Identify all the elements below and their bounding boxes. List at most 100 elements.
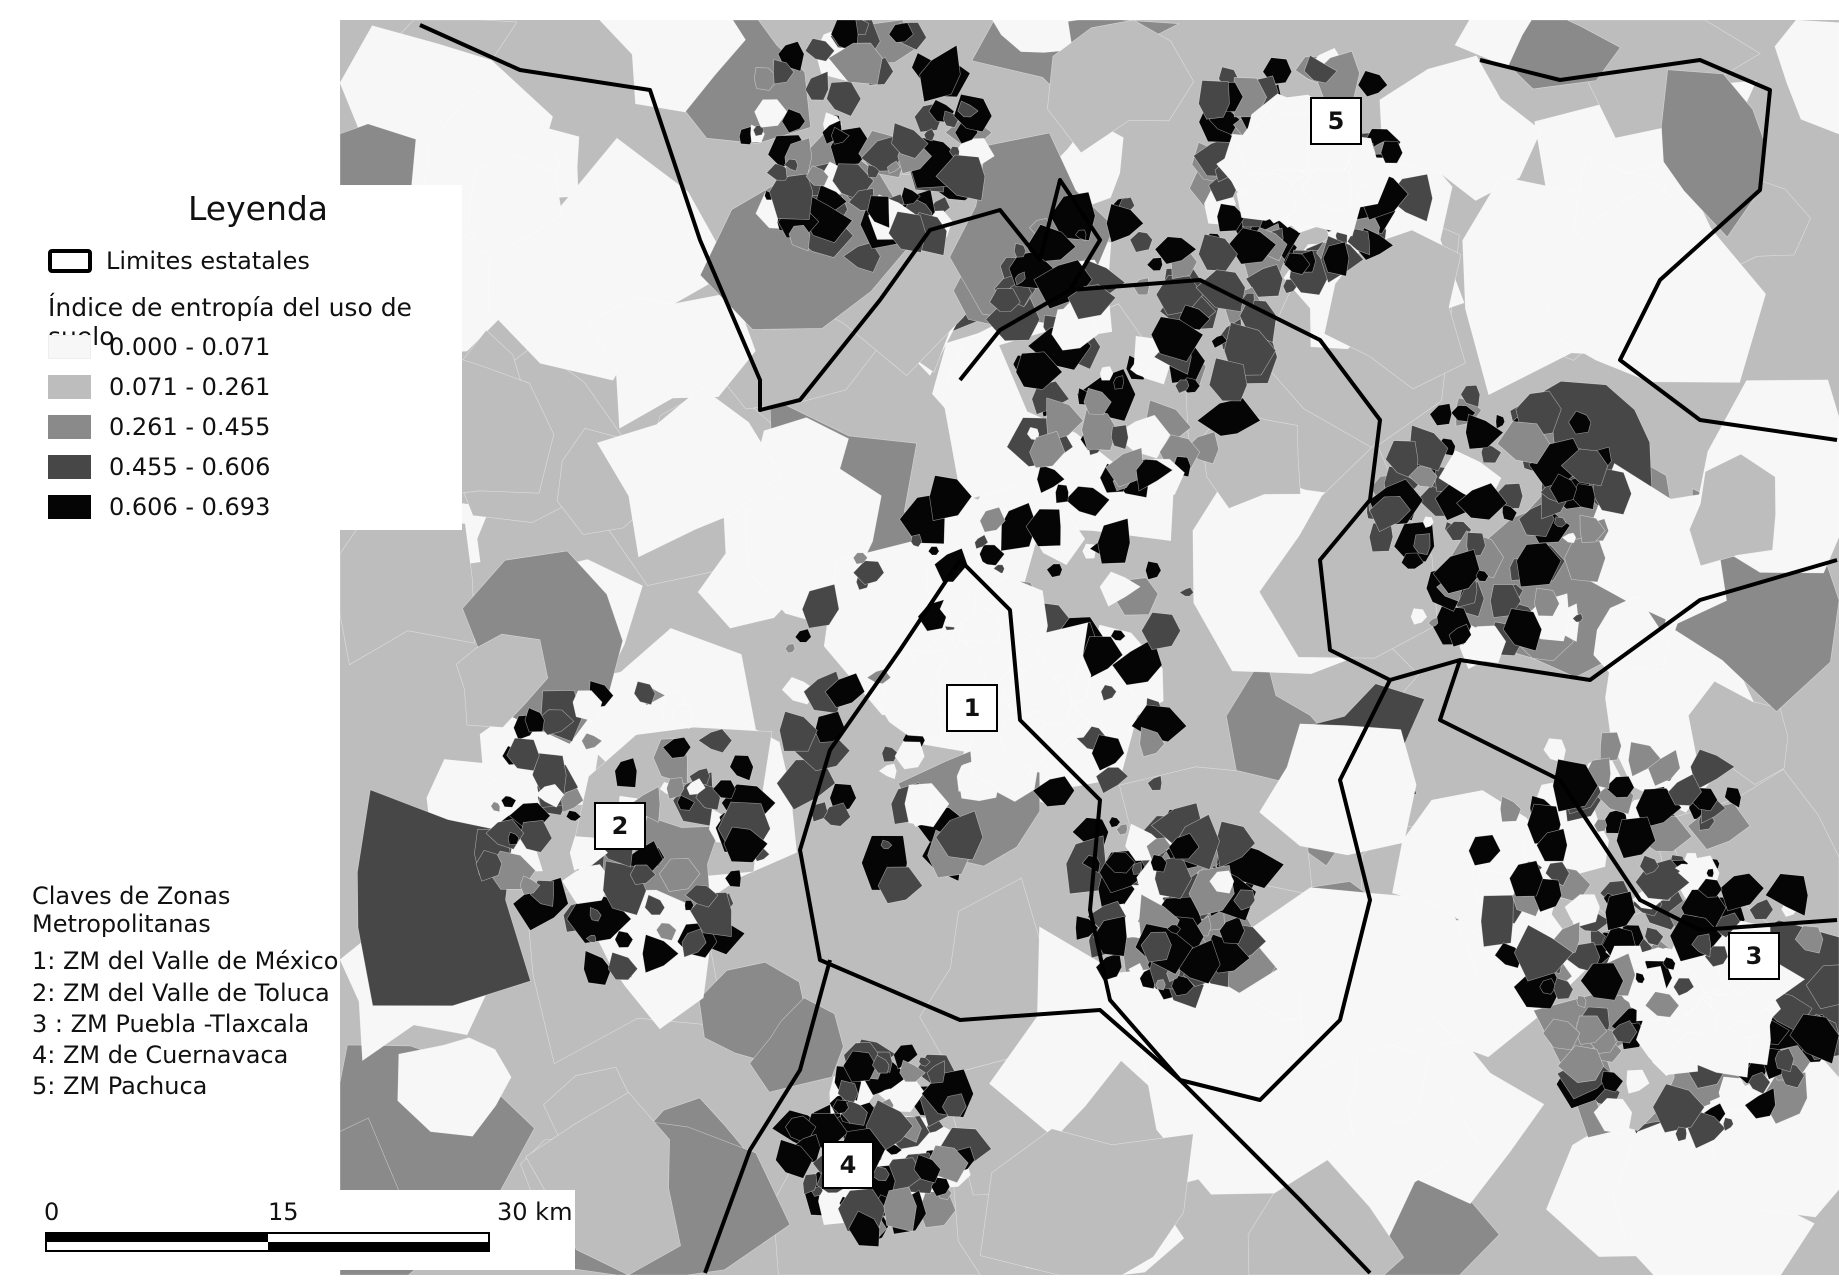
municipality-polygon (1465, 413, 1504, 450)
municipality-polygon (561, 787, 584, 813)
legend-class-label: 0.000 - 0.071 (109, 333, 271, 361)
municipality-polygon (644, 894, 666, 916)
municipality-polygon (852, 560, 885, 585)
municipality-polygon (1639, 855, 1660, 875)
municipality-polygon (1116, 823, 1128, 836)
municipality-polygon (1554, 516, 1567, 528)
legend-class-5: 0.606 - 0.693 (48, 493, 270, 521)
legend-swatch (48, 455, 91, 479)
metro-zone-key: Claves de Zonas Metropolitanas 1: ZM del… (0, 870, 340, 1190)
municipality-polygon (490, 801, 501, 813)
municipality-polygon (671, 703, 694, 730)
scale-label: 15 (268, 1198, 299, 1226)
municipality-polygon (724, 869, 742, 888)
municipality-polygon (1628, 741, 1663, 777)
municipality-polygon (1046, 563, 1063, 578)
scale-bar-graphic (45, 1232, 490, 1252)
legend-swatch (48, 415, 91, 439)
municipality-polygon (666, 777, 685, 800)
municipality-polygon (1539, 978, 1557, 995)
municipality-polygon (1347, 1045, 1429, 1144)
metro-zone-key-item: 4: ZM de Cuernavaca (32, 1041, 289, 1069)
municipality-polygon (1689, 453, 1776, 567)
municipality-polygon (1129, 231, 1153, 253)
municipality-polygon (1513, 924, 1574, 982)
municipality-polygon (1652, 1083, 1705, 1133)
municipality-polygon (867, 195, 890, 229)
municipality-polygon (607, 952, 638, 981)
municipality-polygon (1026, 224, 1077, 262)
municipality-polygon (1166, 924, 1181, 935)
municipality-polygon (723, 826, 769, 863)
municipality-polygon (804, 71, 829, 101)
municipality-polygon (1579, 514, 1606, 543)
municipality-polygon (1644, 991, 1680, 1018)
municipality-polygon (942, 110, 960, 128)
municipality-polygon (1113, 375, 1124, 390)
legend-index-title: Índice de entropía del uso de suelo (48, 293, 412, 351)
municipality-polygon (894, 741, 925, 770)
municipality-polygon (455, 633, 549, 728)
municipality-polygon (572, 690, 603, 722)
municipality-polygon (880, 839, 893, 850)
municipality-polygon (1552, 758, 1599, 812)
municipality-polygon (468, 154, 563, 254)
municipality-polygon (832, 1099, 849, 1114)
municipality-polygon (1171, 974, 1195, 997)
municipality-polygon (1662, 956, 1676, 971)
municipality-polygon (1644, 926, 1664, 946)
municipality-polygon (1432, 549, 1482, 594)
municipality-polygon (773, 59, 795, 85)
municipality-polygon (1508, 19, 1621, 90)
map-label-zone-3: 3 (1728, 932, 1780, 980)
municipality-polygon (532, 752, 567, 797)
municipality-polygon (1774, 1047, 1795, 1073)
municipality-polygon (1413, 533, 1431, 556)
scale-label: 30 km (497, 1198, 573, 1226)
municipality-polygon (658, 858, 701, 892)
municipality-polygon (1499, 795, 1522, 823)
municipality-polygon (1794, 925, 1824, 954)
municipality-polygon (1429, 403, 1453, 426)
municipality-polygon (779, 711, 818, 752)
municipality-polygon (1502, 503, 1518, 522)
metro-zone-key-item: 3 : ZM Puebla -Tlaxcala (32, 1010, 310, 1038)
map-label-zone-5: 5 (1310, 97, 1362, 145)
municipality-polygon (1100, 684, 1117, 701)
legend-class-label: 0.606 - 0.693 (109, 493, 271, 521)
legend-class-label: 0.261 - 0.455 (109, 413, 271, 441)
legend-class-2: 0.071 - 0.261 (48, 373, 270, 401)
municipality-polygon (1536, 828, 1568, 862)
municipality-polygon (1259, 723, 1417, 856)
municipality-polygon (1560, 448, 1609, 487)
legend-swatch (48, 335, 91, 359)
municipality-polygon (930, 1177, 951, 1197)
municipality-polygon (1154, 236, 1197, 265)
municipality-polygon (1557, 1045, 1604, 1084)
municipality-polygon (926, 1060, 946, 1084)
municipality-polygon (891, 122, 929, 159)
municipality-polygon (1196, 397, 1261, 437)
municipality-polygon (979, 506, 1006, 533)
municipality-polygon (589, 907, 602, 922)
municipality-polygon (1014, 271, 1026, 286)
municipality-polygon (565, 810, 582, 822)
legend-class-label: 0.455 - 0.606 (109, 453, 271, 481)
municipality-polygon (831, 126, 850, 145)
municipality-polygon (506, 737, 540, 772)
municipality-polygon (655, 922, 677, 941)
municipality-polygon (1647, 749, 1681, 787)
municipality-polygon (1145, 560, 1162, 580)
municipality-polygon (1110, 424, 1129, 450)
legend-title: Leyenda (188, 189, 329, 228)
municipality-polygon (512, 877, 569, 931)
municipality-polygon (805, 165, 829, 187)
municipality-polygon (1691, 933, 1712, 958)
municipality-polygon (1468, 834, 1501, 866)
legend-swatch (48, 495, 91, 519)
municipality-polygon (935, 154, 986, 202)
state-boundary-line (1459, 558, 1838, 682)
municipality-polygon (908, 802, 932, 827)
municipality-polygon (1593, 595, 1669, 675)
municipality-polygon (1168, 832, 1200, 860)
